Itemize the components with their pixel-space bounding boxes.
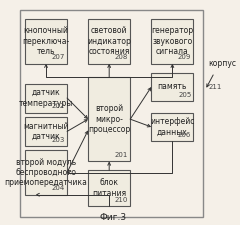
Text: память: память (158, 82, 187, 91)
Text: 210: 210 (115, 196, 128, 203)
Text: 203: 203 (52, 137, 65, 142)
Text: световой
индикатор
состояния: световой индикатор состояния (87, 27, 131, 56)
FancyBboxPatch shape (25, 117, 67, 146)
Text: 205: 205 (178, 92, 191, 98)
FancyBboxPatch shape (88, 77, 130, 161)
FancyBboxPatch shape (88, 19, 130, 64)
Text: 204: 204 (52, 185, 65, 191)
FancyBboxPatch shape (25, 150, 67, 195)
Text: 206: 206 (178, 132, 191, 138)
Text: интерфейс
данных: интерфейс данных (150, 117, 195, 137)
Text: 202: 202 (52, 103, 65, 109)
Text: второй модуль
беспроводного
приемопередатчика: второй модуль беспроводного приемопереда… (5, 158, 87, 187)
Text: генератор
звукового
сигнала: генератор звукового сигнала (151, 27, 193, 56)
Text: корпус: корпус (208, 59, 236, 68)
Text: 201: 201 (115, 152, 128, 158)
FancyBboxPatch shape (151, 72, 193, 101)
Text: магнитный
датчик: магнитный датчик (23, 122, 69, 141)
FancyBboxPatch shape (151, 112, 193, 141)
Text: 209: 209 (178, 54, 191, 60)
Text: кнопочный
переключа-
тель: кнопочный переключа- тель (22, 27, 70, 56)
Text: второй
микро-
процессор: второй микро- процессор (88, 104, 130, 134)
FancyBboxPatch shape (88, 170, 130, 206)
Text: блок
питания: блок питания (92, 178, 126, 198)
FancyBboxPatch shape (25, 19, 67, 64)
Text: 208: 208 (115, 54, 128, 60)
Text: 207: 207 (52, 54, 65, 60)
Text: Фиг.3: Фиг.3 (100, 214, 127, 223)
Text: 211: 211 (209, 84, 222, 90)
Text: датчик
температуры: датчик температуры (19, 88, 73, 108)
FancyBboxPatch shape (151, 19, 193, 64)
FancyBboxPatch shape (25, 84, 67, 112)
